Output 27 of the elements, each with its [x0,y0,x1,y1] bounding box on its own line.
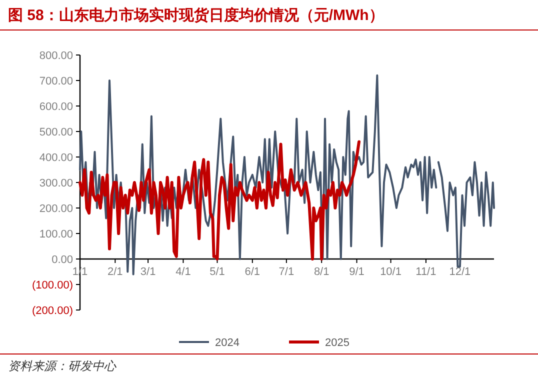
x-tick-label: 11/1 [416,266,436,278]
line-series [78,140,361,260]
y-tick-label: 500.00 [39,126,73,138]
x-tick-label: 6/1 [244,266,260,278]
x-tick-label: 8/1 [314,266,330,278]
x-tick-label: 3/1 [140,266,156,278]
x-tick-label: 2/1 [108,266,123,278]
x-tick-label: 4/1 [176,266,191,278]
y-tick-label: 100.00 [39,228,73,240]
y-tick-label: 300.00 [39,177,73,190]
y-tick-label: (100.00) [32,279,73,292]
y-tick-label: 700.00 [39,75,73,88]
chart-title: 图 58：山东电力市场实时现货日度均价情况（元/MWh） [8,6,384,24]
x-tick-label: 5/1 [210,266,225,278]
x-tick-label: 7/1 [278,266,294,278]
legend-label: 2025 [325,336,350,349]
x-tick-label: 10/1 [380,266,402,278]
y-tick-label: 600.00 [39,100,73,113]
y-tick-label: 400.00 [39,152,73,164]
y-tick-label: 200.00 [39,202,73,215]
y-tick-label: 800.00 [39,50,73,62]
y-tick-label: 0.00 [52,254,73,266]
y-tick-label: (200.00) [32,304,73,317]
legend-label: 2024 [215,336,240,349]
x-tick-label: 12/1 [449,266,471,278]
text: 资料来源：研发中心 [8,359,117,373]
x-tick-label: 9/1 [349,266,364,278]
